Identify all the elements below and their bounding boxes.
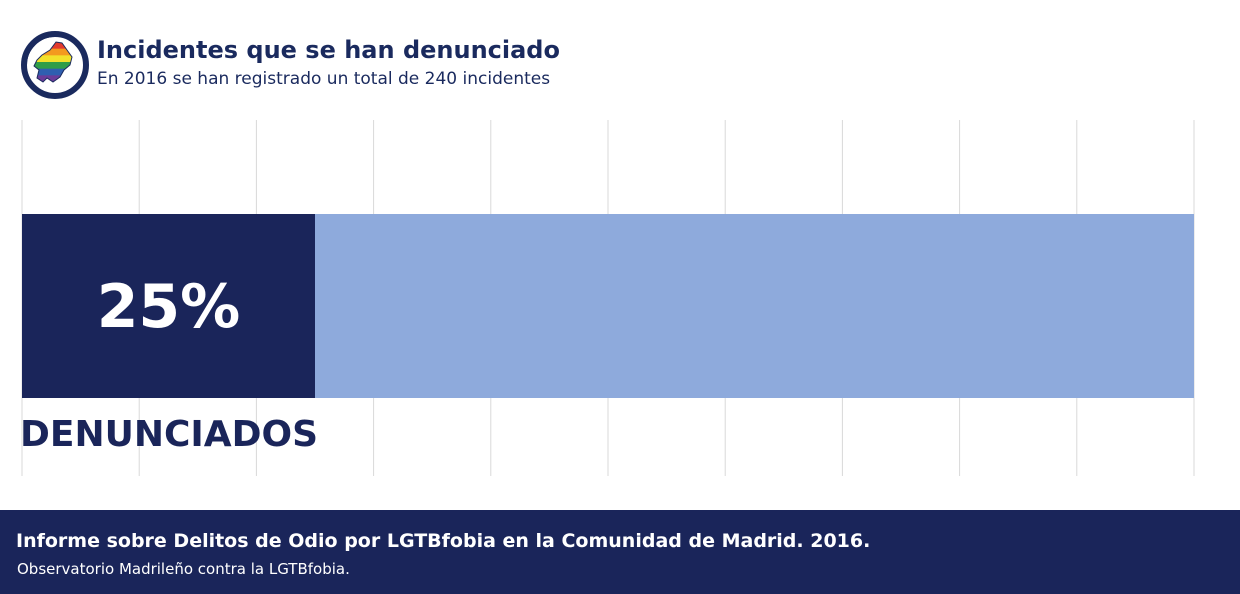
chart-subtitle: En 2016 se han registrado un total de 24… [97,69,551,89]
footer-banner: Informe sobre Delitos de Odio por LGTBfo… [0,510,1240,594]
bar-chart: 25% DENUNCIADOS [0,120,1240,480]
category-label: DENUNCIADOS [20,414,318,455]
logo-rainbow-stripe [34,68,72,76]
chart-title: Incidentes que se han denunciado [97,36,560,64]
logo-rainbow-stripe [34,48,72,56]
bar-segment-remainder [315,214,1194,398]
logo-rainbow-stripe [34,62,72,70]
chart-svg: 25% DENUNCIADOS [20,120,1195,476]
logo-rainbow-stripe [34,55,72,63]
footer-subtitle: Observatorio Madrileño contra la LGTBfob… [17,560,350,578]
observatory-logo [21,31,89,99]
bar-segment-denunciados [22,214,315,398]
chart-header: Incidentes que se han denunciado En 2016… [20,30,1220,100]
data-label: 25% [97,272,241,342]
footer-title: Informe sobre Delitos de Odio por LGTBfo… [16,530,871,552]
logo-rainbow-stripe [34,75,72,82]
